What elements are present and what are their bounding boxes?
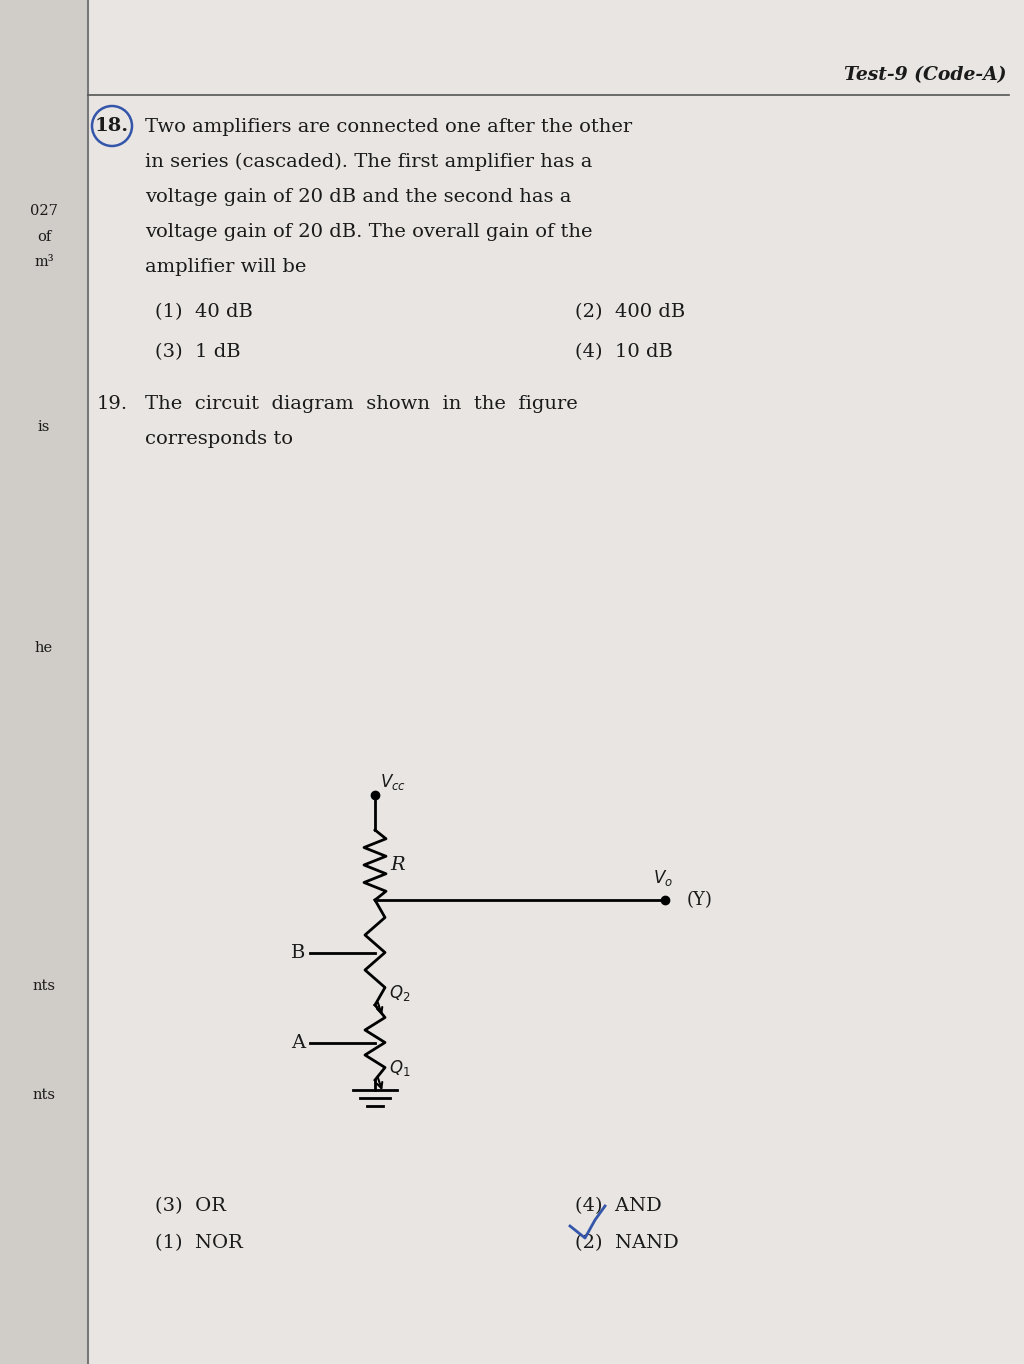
Text: m³: m³ — [34, 255, 54, 269]
Text: (1)  40 dB: (1) 40 dB — [155, 303, 253, 321]
Text: (3)  1 dB: (3) 1 dB — [155, 342, 241, 361]
Text: amplifier will be: amplifier will be — [145, 258, 306, 276]
Text: A: A — [291, 1034, 305, 1052]
Text: he: he — [35, 641, 53, 655]
Text: $Q_1$: $Q_1$ — [389, 1058, 411, 1078]
Text: B: B — [291, 944, 305, 962]
Text: R: R — [390, 857, 404, 874]
Text: (2)  400 dB: (2) 400 dB — [575, 303, 685, 321]
Text: in series (cascaded). The first amplifier has a: in series (cascaded). The first amplifie… — [145, 153, 592, 172]
Text: Test-9 (Code-A): Test-9 (Code-A) — [844, 65, 1006, 85]
Text: 19.: 19. — [97, 396, 128, 413]
Text: voltage gain of 20 dB and the second has a: voltage gain of 20 dB and the second has… — [145, 188, 571, 206]
Text: (2)  NAND: (2) NAND — [575, 1234, 679, 1252]
Text: (Y): (Y) — [687, 891, 713, 908]
Bar — [0, 0, 88, 1364]
Text: nts: nts — [33, 1088, 55, 1102]
Text: of: of — [37, 231, 51, 244]
Text: voltage gain of 20 dB. The overall gain of the: voltage gain of 20 dB. The overall gain … — [145, 222, 593, 241]
Text: nts: nts — [33, 979, 55, 993]
Text: is: is — [38, 420, 50, 434]
Text: corresponds to: corresponds to — [145, 430, 293, 447]
Text: Two amplifiers are connected one after the other: Two amplifiers are connected one after t… — [145, 119, 632, 136]
Text: 027: 027 — [30, 205, 58, 218]
Text: (4)  10 dB: (4) 10 dB — [575, 342, 673, 361]
Text: $V_{cc}$: $V_{cc}$ — [380, 772, 406, 792]
Bar — [0, 0, 1024, 120]
Text: 18.: 18. — [95, 117, 129, 135]
Text: The  circuit  diagram  shown  in  the  figure: The circuit diagram shown in the figure — [145, 396, 578, 413]
Text: (4)  AND: (4) AND — [575, 1198, 662, 1215]
Text: $Q_2$: $Q_2$ — [389, 983, 411, 1003]
Text: (3)  OR: (3) OR — [155, 1198, 226, 1215]
Text: $V_o$: $V_o$ — [653, 868, 673, 888]
Text: (1)  NOR: (1) NOR — [155, 1234, 243, 1252]
